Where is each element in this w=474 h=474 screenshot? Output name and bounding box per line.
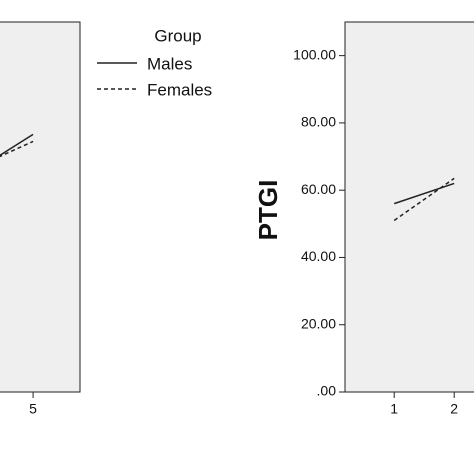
legend-title: Group [154,26,201,45]
plot-area [344,21,474,393]
x-tick-label: 5 [29,401,37,417]
legend-label: Females [147,80,212,99]
y-tick-label: 20.00 [301,315,336,331]
x-tick-label: 1 [390,401,398,417]
y-tick-label: 100.00 [293,46,336,62]
y-tick-label: 80.00 [301,114,336,130]
x-tick-label: 2 [450,401,458,417]
y-tick-label: .00 [317,383,337,399]
y-axis-label: PTGI [253,180,283,241]
plot-area [0,21,81,393]
legend-label: Males [147,54,192,73]
line [393,177,455,222]
y-tick-label: 40.00 [301,248,336,264]
line [393,182,455,205]
line [0,133,34,157]
y-tick-label: 60.00 [301,181,336,197]
